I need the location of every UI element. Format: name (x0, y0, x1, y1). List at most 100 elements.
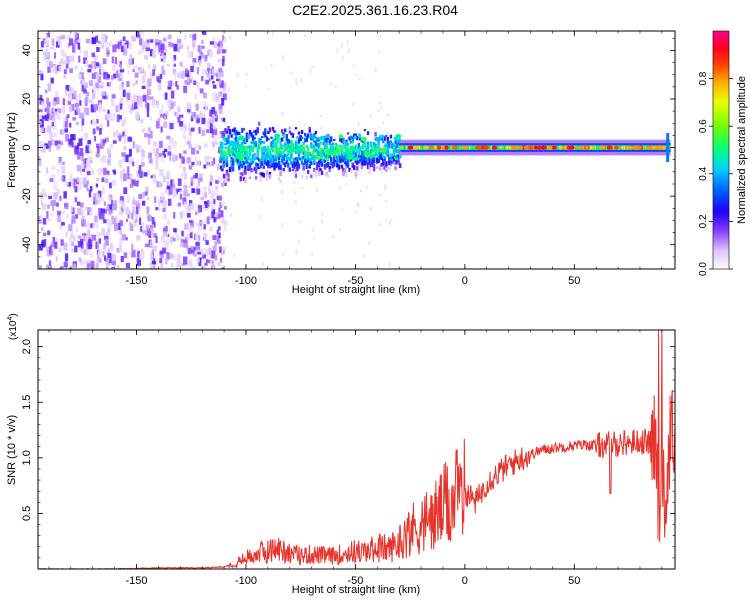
heatmap-cell (316, 144, 319, 148)
heatmap-hotspot (475, 145, 482, 150)
heatmap-cell (88, 99, 93, 103)
heatmap-cell (55, 256, 58, 262)
heatmap-cell (130, 35, 136, 40)
heatmap-cell (83, 158, 86, 167)
heatmap-cell (397, 154, 400, 159)
heatmap-cell (112, 64, 116, 72)
heatmap-cell (371, 160, 374, 166)
heatmap-cell (328, 142, 331, 146)
heatmap-cell (53, 133, 57, 138)
heatmap-cell (123, 128, 127, 137)
heatmap-cell (230, 213, 232, 217)
heatmap-cell (206, 67, 210, 72)
heatmap-cell (294, 200, 297, 205)
heatmap-cell (433, 145, 436, 150)
heatmap-cell (190, 66, 194, 73)
heatmap-cell (304, 138, 307, 143)
heatmap-cell (200, 221, 203, 225)
heatmap-cell (156, 120, 160, 129)
heatmap-cell (51, 212, 54, 217)
heatmap-hotspot (606, 145, 612, 150)
heatmap-cell (340, 164, 344, 169)
heatmap-cell (320, 162, 324, 165)
heatmap-cell (96, 62, 100, 67)
heatmap-cell (369, 141, 373, 145)
heatmap-cell (91, 234, 97, 241)
heatmap-cell (122, 168, 126, 174)
heatmap-hotspot (345, 150, 353, 156)
heatmap-cell (307, 148, 310, 153)
heatmap-hotspot (358, 133, 361, 139)
heatmap-cell (268, 156, 272, 162)
heatmap-cell (285, 136, 288, 142)
heatmap-cell (376, 146, 379, 149)
heatmap-cell (83, 89, 88, 94)
heatmap-cell (376, 158, 379, 162)
heatmap-cell (208, 188, 212, 195)
heatmap-cell (219, 83, 224, 88)
heatmap-cell (55, 91, 59, 96)
heatmap-cell (468, 145, 471, 150)
heatmap-cell (282, 144, 285, 147)
heatmap-cell (362, 150, 365, 155)
heatmap-cell (262, 131, 265, 136)
heatmap-cell (213, 141, 218, 146)
heatmap-cell (111, 56, 114, 64)
heatmap-cell (85, 94, 90, 100)
heatmap-cell (145, 101, 148, 108)
heatmap-cell (277, 164, 281, 170)
heatmap-cell (58, 37, 62, 46)
heatmap-cell (259, 161, 262, 166)
heatmap-cell (340, 136, 344, 142)
heatmap-cell (212, 266, 216, 269)
heatmap-cell (81, 153, 84, 162)
heatmap-cell (392, 146, 396, 151)
heatmap-cell (158, 44, 162, 53)
heatmap-cell (139, 38, 143, 46)
heatmap-cell (54, 140, 58, 146)
heatmap-cell (132, 95, 137, 104)
heatmap-cell (80, 209, 85, 216)
heatmap-cell (213, 199, 216, 205)
heatmap-cell (389, 161, 393, 166)
heatmap-cell (284, 145, 287, 149)
heatmap-cell (95, 183, 99, 188)
heatmap-cell (220, 70, 224, 78)
heatmap-cell (111, 254, 116, 262)
heatmap-cell (366, 143, 370, 148)
heatmap-cell (167, 100, 171, 106)
heatmap-cell (646, 145, 649, 150)
heatmap-cell (92, 85, 96, 94)
heatmap-cell (141, 85, 146, 89)
heatmap-cell (277, 148, 281, 154)
heatmap-cell (233, 128, 236, 132)
heatmap-cell (382, 165, 385, 170)
heatmap-cell (313, 168, 316, 172)
snr-frame (37, 329, 676, 570)
heatmap-cell (136, 171, 140, 177)
heatmap-cell (164, 226, 168, 232)
heatmap-cell (256, 163, 259, 168)
heatmap-cell (338, 186, 341, 190)
heatmap-hotspot (320, 135, 325, 139)
heatmap-cell (133, 94, 137, 99)
heatmap-cell (290, 160, 293, 165)
heatmap-cell (212, 235, 217, 240)
heatmap-cell (296, 149, 299, 154)
heatmap-cell (385, 135, 388, 138)
heatmap-cell (259, 178, 262, 182)
heatmap-cell (119, 244, 123, 253)
heatmap-cell (224, 154, 227, 157)
heatmap-cell (300, 161, 304, 165)
heatmap-cell (363, 254, 365, 258)
heatmap-cell (333, 155, 336, 158)
heatmap-cell (185, 68, 188, 74)
heatmap-cell (106, 74, 110, 79)
heatmap-cell (215, 186, 219, 190)
heatmap-cell (106, 112, 111, 118)
figure-title: C2E2.2025.361.16.23.R04 (292, 2, 458, 18)
heatmap-cell (346, 132, 350, 135)
heatmap-cell (216, 77, 221, 82)
heatmap-cell (92, 120, 97, 126)
heatmap-cell (379, 34, 382, 38)
